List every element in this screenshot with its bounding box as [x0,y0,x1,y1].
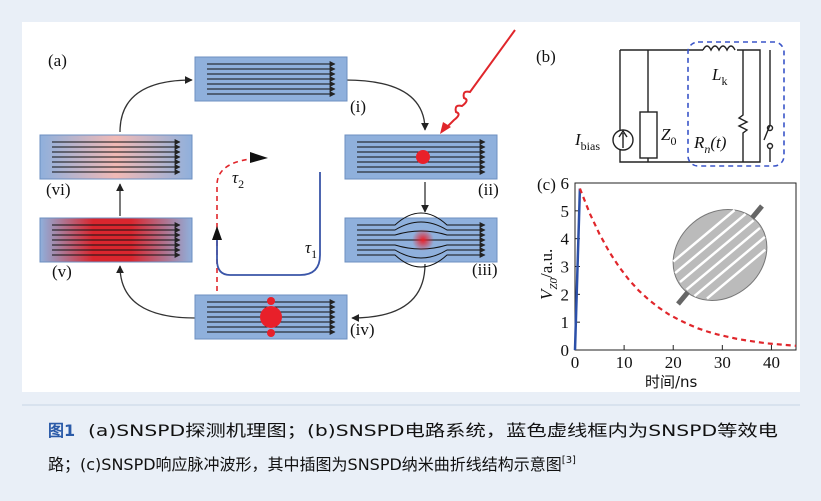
hotspot [260,306,282,328]
x-tick-label: 0 [571,353,580,372]
x-axis-label: 时间/ns [645,373,698,391]
figure: (a) (b) (c) τ2 τ1 (i)(ii)(iii)(iv)(v)(vi… [0,0,821,501]
y-tick-label: 5 [561,202,570,221]
hotspot [267,297,275,305]
x-tick-label: 30 [714,353,731,372]
stage-label: (iv) [350,320,375,339]
figure-panel [22,22,800,392]
x-tick-label: 10 [616,353,633,372]
hotspot [412,229,434,251]
panel-c-label: (c) [537,175,556,194]
hotspot [267,329,275,337]
stage-label: (vi) [46,180,71,199]
stage-label: (v) [52,262,72,281]
y-tick-label: 0 [561,341,570,360]
caption-label: 图1 [48,421,75,440]
caption-line: (a)SNSPD探测机理图；(b)SNSPD电路系统，蓝色虚线框内为SNSPD等… [88,421,778,440]
panel-a-label: (a) [48,51,67,70]
y-tick-label: 6 [561,174,570,193]
y-tick-label: 1 [561,313,570,332]
stage-label: (iii) [472,260,498,279]
y-tick-label: 2 [561,285,570,304]
stage-label: (ii) [478,180,499,199]
y-tick-label: 4 [561,230,570,249]
x-tick-label: 40 [763,353,780,372]
x-tick-label: 20 [665,353,682,372]
hotspot [416,150,430,164]
panel-b-label: (b) [536,47,556,66]
caption-line: 路；(c)SNSPD响应脉冲波形，其中插图为SNSPD纳米曲折线结构示意图[3] [48,455,576,474]
stage-label: (i) [350,97,366,116]
y-tick-label: 3 [561,258,570,277]
